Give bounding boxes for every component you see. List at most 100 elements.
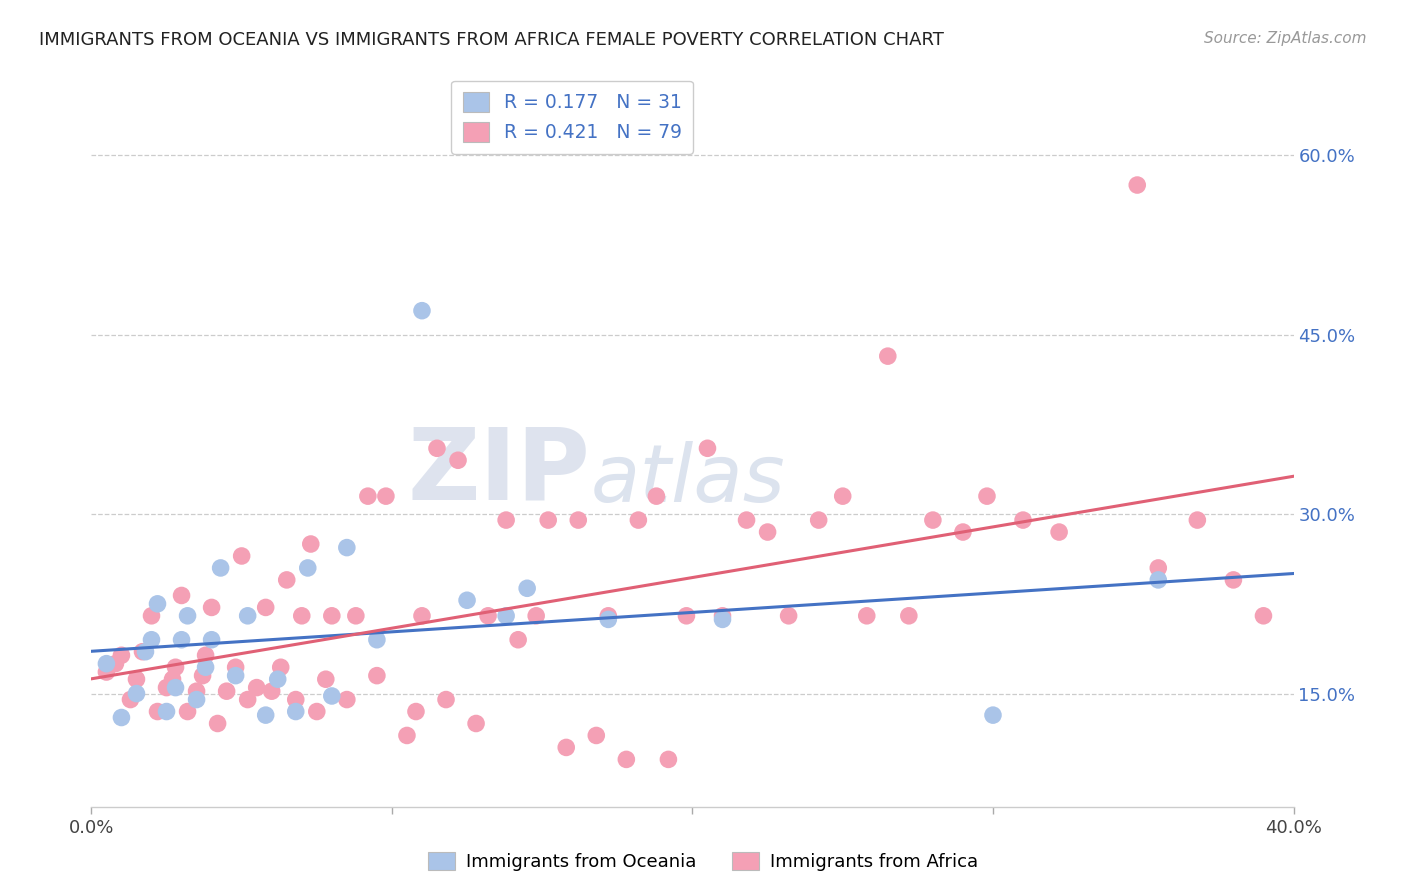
Point — [110, 710, 132, 724]
Point — [162, 672, 184, 686]
Point — [209, 561, 232, 575]
Point — [165, 660, 187, 674]
Point — [1222, 573, 1244, 587]
Point — [675, 608, 697, 623]
Point — [254, 708, 277, 723]
Point — [267, 672, 290, 686]
Point — [155, 705, 177, 719]
Point — [735, 513, 758, 527]
Point — [125, 687, 148, 701]
Point — [876, 349, 898, 363]
Point — [155, 681, 177, 695]
Point — [516, 582, 538, 596]
Point — [598, 608, 620, 623]
Point — [756, 524, 779, 539]
Point — [711, 608, 734, 623]
Point — [207, 716, 229, 731]
Point — [411, 303, 433, 318]
Point — [831, 489, 853, 503]
Point — [276, 573, 298, 587]
Point — [231, 549, 253, 563]
Point — [366, 668, 388, 682]
Point — [711, 612, 734, 626]
Point — [225, 668, 247, 682]
Point — [524, 608, 547, 623]
Point — [191, 668, 214, 682]
Point — [357, 489, 380, 503]
Text: Source: ZipAtlas.com: Source: ZipAtlas.com — [1204, 31, 1367, 46]
Point — [134, 645, 156, 659]
Point — [215, 684, 238, 698]
Point — [395, 729, 418, 743]
Point — [246, 681, 269, 695]
Point — [344, 608, 367, 623]
Point — [299, 537, 322, 551]
Point — [176, 608, 198, 623]
Point — [305, 705, 328, 719]
Point — [194, 648, 217, 663]
Point — [236, 608, 259, 623]
Point — [657, 752, 679, 766]
Point — [297, 561, 319, 575]
Point — [225, 660, 247, 674]
Point — [186, 684, 208, 698]
Point — [201, 600, 224, 615]
Point — [120, 692, 142, 706]
Point — [141, 608, 163, 623]
Point — [254, 600, 277, 615]
Point — [537, 513, 560, 527]
Point — [321, 689, 343, 703]
Point — [96, 665, 118, 679]
Point — [291, 608, 314, 623]
Point — [146, 597, 169, 611]
Point — [778, 608, 800, 623]
Point — [508, 632, 530, 647]
Legend: R = 0.177   N = 31, R = 0.421   N = 79: R = 0.177 N = 31, R = 0.421 N = 79 — [451, 81, 693, 153]
Point — [645, 489, 668, 503]
Point — [1147, 573, 1170, 587]
Point — [374, 489, 396, 503]
Point — [696, 442, 718, 456]
Point — [495, 608, 517, 623]
Point — [567, 513, 589, 527]
Point — [236, 692, 259, 706]
Point — [186, 692, 208, 706]
Point — [125, 672, 148, 686]
Point — [141, 632, 163, 647]
Point — [405, 705, 427, 719]
Text: IMMIGRANTS FROM OCEANIA VS IMMIGRANTS FROM AFRICA FEMALE POVERTY CORRELATION CHA: IMMIGRANTS FROM OCEANIA VS IMMIGRANTS FR… — [39, 31, 945, 49]
Point — [456, 593, 478, 607]
Text: ZIP: ZIP — [408, 424, 591, 521]
Point — [260, 684, 283, 698]
Point — [165, 681, 187, 695]
Point — [981, 708, 1004, 723]
Point — [1147, 561, 1170, 575]
Point — [1012, 513, 1035, 527]
Point — [270, 660, 292, 674]
Point — [146, 705, 169, 719]
Point — [1253, 608, 1275, 623]
Point — [598, 612, 620, 626]
Point — [336, 692, 359, 706]
Point — [426, 442, 449, 456]
Point — [477, 608, 499, 623]
Point — [976, 489, 998, 503]
Point — [336, 541, 359, 555]
Point — [807, 513, 830, 527]
Point — [104, 657, 127, 671]
Point — [952, 524, 974, 539]
Point — [194, 660, 217, 674]
Point — [1047, 524, 1070, 539]
Point — [627, 513, 650, 527]
Point — [96, 657, 118, 671]
Point — [411, 608, 433, 623]
Point — [555, 740, 578, 755]
Point — [855, 608, 877, 623]
Point — [201, 632, 224, 647]
Text: atlas: atlas — [591, 441, 785, 519]
Point — [465, 716, 488, 731]
Point — [176, 705, 198, 719]
Point — [614, 752, 637, 766]
Point — [131, 645, 153, 659]
Point — [434, 692, 457, 706]
